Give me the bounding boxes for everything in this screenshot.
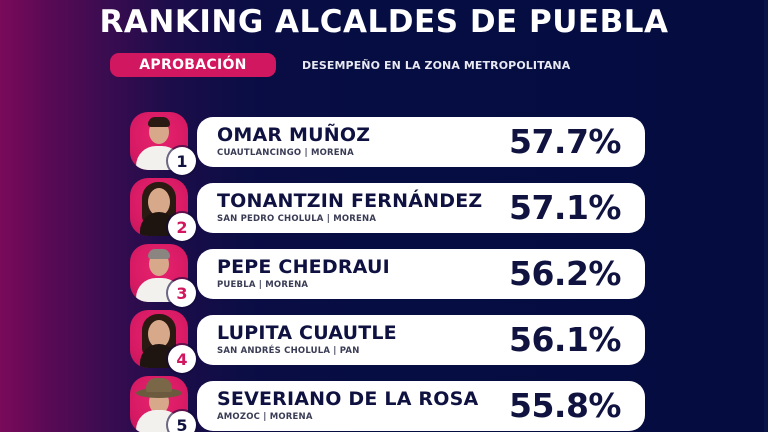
page-title: RANKING ALCALDES DE PUEBLA	[99, 4, 669, 40]
rank-badge: 4	[168, 345, 196, 373]
mayor-name: LUPITA CUAUTLE	[217, 322, 397, 344]
mayor-municipality-party: PUEBLA | MORENA	[217, 280, 309, 290]
mayor-municipality-party: AMOZOC | MORENA	[217, 412, 313, 422]
mayor-municipality-party: SAN ANDRÉS CHOLULA | PAN	[217, 346, 360, 356]
ranking-row: 1 OMAR MUÑOZ CUAUTLANCINGO | MORENA 57.7…	[0, 112, 768, 183]
rank-badge: 3	[168, 279, 196, 307]
approval-value: 57.7%	[509, 122, 622, 161]
mayor-name: OMAR MUÑOZ	[217, 124, 371, 146]
ranking-row: 2 TONANTZIN FERNÁNDEZ SAN PEDRO CHOLULA …	[0, 178, 768, 249]
subtitle: DESEMPEÑO EN LA ZONA METROPOLITANA	[302, 59, 571, 72]
mayor-card: TONANTZIN FERNÁNDEZ SAN PEDRO CHOLULA | …	[197, 183, 645, 233]
ranking-row: 4 LUPITA CUAUTLE SAN ANDRÉS CHOLULA | PA…	[0, 310, 768, 381]
rank-badge: 5	[168, 411, 196, 432]
mayor-municipality-party: SAN PEDRO CHOLULA | MORENA	[217, 214, 377, 224]
ranking-row: 3 PEPE CHEDRAUI PUEBLA | MORENA 56.2%	[0, 244, 768, 315]
mayor-name: TONANTZIN FERNÁNDEZ	[217, 190, 483, 212]
rank-badge: 1	[168, 147, 196, 175]
mayor-card: SEVERIANO DE LA ROSA AMOZOC | MORENA 55.…	[197, 381, 645, 431]
approval-value: 55.8%	[509, 386, 622, 425]
approval-value: 57.1%	[509, 188, 622, 227]
approval-value: 56.2%	[509, 254, 622, 293]
mayor-card: OMAR MUÑOZ CUAUTLANCINGO | MORENA 57.7%	[197, 117, 645, 167]
mayor-name: SEVERIANO DE LA ROSA	[217, 388, 479, 410]
mayor-municipality-party: CUAUTLANCINGO | MORENA	[217, 148, 354, 158]
rank-badge: 2	[168, 213, 196, 241]
mayor-card: PEPE CHEDRAUI PUEBLA | MORENA 56.2%	[197, 249, 645, 299]
right-edge	[764, 0, 768, 432]
mayor-name: PEPE CHEDRAUI	[217, 256, 390, 278]
ranking-row: 5 SEVERIANO DE LA ROSA AMOZOC | MORENA 5…	[0, 376, 768, 432]
approval-value: 56.1%	[509, 320, 622, 359]
mayor-card: LUPITA CUAUTLE SAN ANDRÉS CHOLULA | PAN …	[197, 315, 645, 365]
approval-badge: APROBACIÓN	[110, 53, 276, 77]
